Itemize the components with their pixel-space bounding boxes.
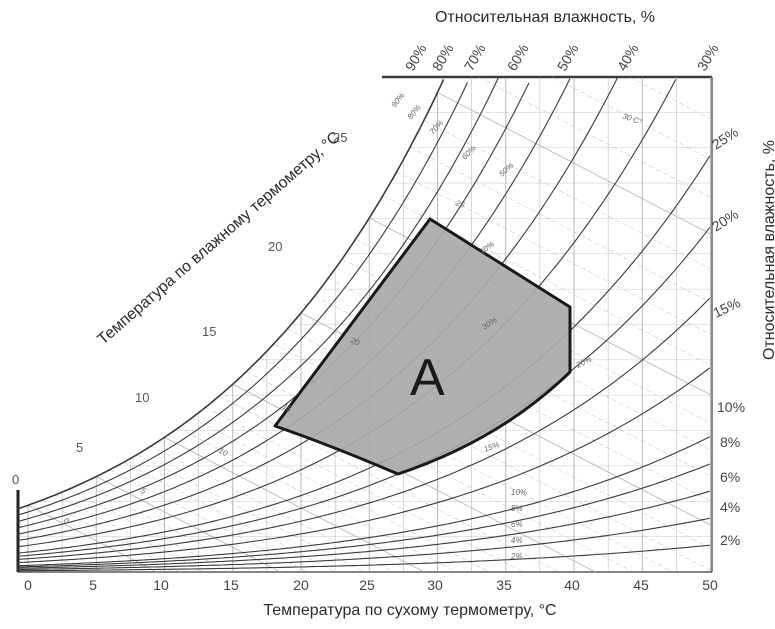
right-rh-label: 6%	[720, 469, 740, 485]
x-axis-title: Температура по сухому термометру, °C	[263, 602, 556, 619]
x-tick: 50	[702, 577, 718, 593]
wet-bulb-line	[552, 76, 713, 161]
wet-bulb-line	[423, 120, 713, 270]
wet-bulb-line	[55, 494, 205, 573]
wet-bulb-line	[137, 454, 365, 573]
wet-bulb-line	[150, 445, 394, 573]
inner-rh-label: 2%	[510, 552, 523, 561]
wet-bulb-line	[109, 469, 308, 573]
x-tick: 40	[564, 577, 580, 593]
right-rh-label: 4%	[720, 499, 740, 515]
x-tick-labels: 0 5 10 15 20 25 30 35 40 45 50	[24, 577, 718, 593]
rh-curve	[17, 367, 711, 564]
x-tick: 35	[496, 577, 512, 593]
zone-a-label: A	[410, 349, 445, 407]
x-tick: 20	[293, 577, 309, 593]
wet-bulb-tick: 5	[76, 440, 83, 455]
rh-curve	[17, 227, 711, 557]
rh-curve	[17, 297, 711, 561]
rh-curve	[16, 82, 468, 516]
x-tick: 45	[633, 577, 649, 593]
wet-bulb-line	[178, 427, 457, 573]
wet-bulb-tick: 10	[135, 390, 149, 405]
x-tick: 15	[223, 577, 239, 593]
wet-bulb-tick: 25	[333, 130, 347, 145]
right-rh-label: 8%	[720, 434, 740, 450]
wet-bulb-line	[205, 407, 524, 573]
inner-rh-label: 8%	[511, 504, 523, 513]
wet-bulb-line	[68, 488, 229, 573]
right-rh-label: 2%	[720, 532, 740, 548]
wet-bulb-tick: 15	[202, 324, 216, 339]
x-tick: 25	[359, 577, 375, 593]
wet-bulb-line	[41, 500, 181, 573]
inner-rh-label: 4%	[511, 536, 523, 545]
right-rh-label: 10%	[717, 399, 745, 415]
x-tick: 10	[153, 577, 169, 593]
rh-curves	[16, 77, 711, 572]
comfort-zone-a	[273, 217, 572, 476]
rh-curve	[17, 517, 710, 571]
wet-bulb-tick-labels: 0 5 10 15 20 25	[12, 130, 347, 487]
rh-curve	[17, 544, 710, 572]
rh-curve	[17, 436, 711, 567]
inner-wet-label: 0	[62, 516, 71, 526]
inner-rh-label: 10%	[511, 488, 527, 497]
inner-wet-label: 20	[348, 335, 361, 348]
inner-wet-label: 5	[139, 486, 148, 496]
wet-bulb-line	[410, 146, 713, 304]
rh-curve	[16, 77, 499, 523]
wet-bulb-line	[478, 76, 713, 199]
wet-bulb-line	[396, 171, 713, 336]
x-tick: 5	[89, 577, 97, 593]
wet-bulb-line	[382, 195, 713, 367]
wet-bulb-tick: 20	[268, 239, 282, 254]
wet-bulb-tick: 0	[12, 472, 19, 487]
top-rh-axis-title: Относительная влажность, %	[435, 9, 655, 26]
right-rh-axis-title: Относительная влажность, %	[761, 140, 775, 360]
rh-curve	[17, 155, 711, 554]
x-tick: 30	[427, 577, 443, 593]
inner-rh-label: 6%	[511, 520, 523, 529]
rh-curve	[17, 490, 710, 569]
wet-bulb-line	[164, 436, 425, 573]
wet-bulb-line	[710, 76, 713, 79]
wet-bulb-line	[437, 92, 713, 236]
rh-curve	[16, 79, 445, 510]
inner-wet-label: 25	[453, 198, 466, 210]
x-tick: 0	[24, 577, 32, 593]
rh-curve	[17, 463, 711, 568]
